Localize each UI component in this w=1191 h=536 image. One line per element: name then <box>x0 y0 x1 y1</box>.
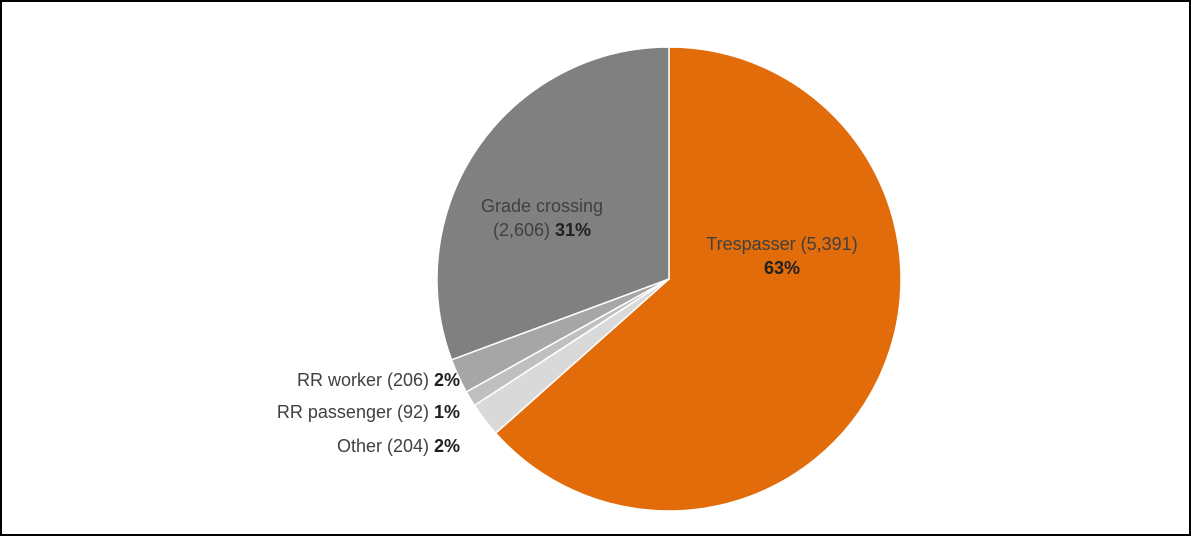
data-label: Trespasser (5,391) 63% <box>662 232 902 280</box>
value-label: Other (204) <box>336 436 429 456</box>
percent-label: 63% <box>763 258 801 278</box>
pie-slice <box>436 46 670 361</box>
pie-slice <box>494 46 902 512</box>
data-label: Other (204) 2% <box>337 434 460 458</box>
value-label: RR passenger (92) <box>276 402 429 422</box>
data-label: RR worker (206) 2% <box>297 368 460 392</box>
percent-label: 1% <box>433 402 460 422</box>
percent-label: 31% <box>555 220 592 240</box>
value-label: Grade crossing (2,606) <box>480 196 604 240</box>
percent-label: 2% <box>433 436 460 456</box>
value-label: RR worker (206) <box>296 370 429 390</box>
data-label: RR passenger (92) 1% <box>277 400 460 424</box>
data-label: Grade crossing (2,606) 31% <box>432 194 652 242</box>
value-label: Trespasser (5,391) <box>706 234 858 254</box>
percent-label: 2% <box>433 370 460 390</box>
